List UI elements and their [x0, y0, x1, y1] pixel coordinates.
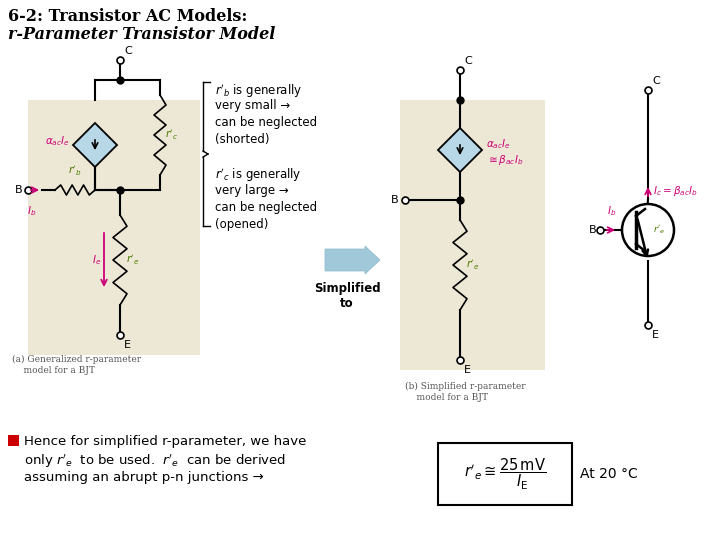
- Text: $I_e$: $I_e$: [91, 253, 101, 267]
- Text: very small →: very small →: [215, 99, 290, 112]
- Text: E: E: [652, 330, 659, 340]
- Text: E: E: [124, 340, 131, 350]
- Text: $r'_e$: $r'_e$: [126, 253, 140, 267]
- Text: B: B: [14, 185, 22, 195]
- Text: (shorted): (shorted): [215, 133, 269, 146]
- Circle shape: [622, 204, 674, 256]
- Polygon shape: [438, 128, 482, 172]
- Text: $r'_e$: $r'_e$: [653, 224, 665, 237]
- FancyBboxPatch shape: [438, 443, 572, 505]
- FancyBboxPatch shape: [8, 435, 19, 446]
- Text: only $r'_e$  to be used.  $r'_e$  can be derived: only $r'_e$ to be used. $r'_e$ can be de…: [24, 453, 286, 470]
- Text: assuming an abrupt p-n junctions →: assuming an abrupt p-n junctions →: [24, 471, 264, 484]
- Text: $\cong\beta_{ac}I_b$: $\cong\beta_{ac}I_b$: [486, 153, 523, 167]
- FancyBboxPatch shape: [400, 100, 545, 370]
- Text: (a) Generalized r-parameter
    model for a BJT: (a) Generalized r-parameter model for a …: [12, 355, 141, 375]
- Text: very large →: very large →: [215, 184, 289, 197]
- Text: can be neglected: can be neglected: [215, 201, 317, 214]
- Polygon shape: [73, 123, 117, 167]
- Text: can be neglected: can be neglected: [215, 116, 317, 129]
- Text: At 20 °C: At 20 °C: [580, 467, 638, 481]
- FancyBboxPatch shape: [28, 100, 200, 355]
- Text: $I_c = \beta_{ac}I_b$: $I_c = \beta_{ac}I_b$: [653, 184, 698, 198]
- FancyArrow shape: [325, 246, 380, 274]
- Text: B: B: [392, 195, 399, 205]
- Text: $r'_c$ is generally: $r'_c$ is generally: [215, 167, 302, 185]
- Text: $r'_c$: $r'_c$: [165, 128, 178, 142]
- Text: $I_b$: $I_b$: [27, 204, 37, 218]
- Text: $\alpha_{ac}I_e$: $\alpha_{ac}I_e$: [45, 134, 70, 148]
- Text: $I_b$: $I_b$: [608, 204, 616, 218]
- Text: $r'_b$ is generally: $r'_b$ is generally: [215, 82, 302, 99]
- Text: Simplified
to: Simplified to: [314, 282, 380, 310]
- Text: C: C: [652, 76, 660, 86]
- Text: (opened): (opened): [215, 218, 269, 231]
- Text: 6-2: Transistor AC Models:: 6-2: Transistor AC Models:: [8, 8, 248, 25]
- Text: $r'_e \cong \dfrac{25\,\mathrm{mV}}{I_{\mathrm{E}}}$: $r'_e \cong \dfrac{25\,\mathrm{mV}}{I_{\…: [464, 456, 546, 491]
- Text: (b) Simplified r-parameter
    model for a BJT: (b) Simplified r-parameter model for a B…: [405, 382, 526, 402]
- Text: B: B: [588, 225, 596, 235]
- Text: C: C: [464, 56, 472, 66]
- Text: r-Parameter Transistor Model: r-Parameter Transistor Model: [8, 26, 275, 43]
- Text: C: C: [124, 46, 132, 56]
- Text: E: E: [464, 365, 471, 375]
- Text: Hence for simplified r-parameter, we have: Hence for simplified r-parameter, we hav…: [24, 435, 307, 448]
- Text: $\alpha_{ac}I_e$: $\alpha_{ac}I_e$: [486, 137, 510, 151]
- Text: $r'_e$: $r'_e$: [466, 258, 480, 272]
- Text: $r'_b$: $r'_b$: [68, 164, 82, 178]
